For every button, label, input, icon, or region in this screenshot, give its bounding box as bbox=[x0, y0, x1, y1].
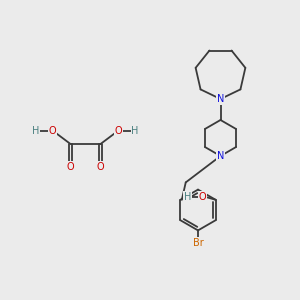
Text: Br: Br bbox=[193, 238, 203, 248]
Text: N: N bbox=[217, 94, 224, 104]
Text: H: H bbox=[131, 125, 139, 136]
Text: O: O bbox=[97, 161, 104, 172]
Text: O: O bbox=[49, 125, 56, 136]
Text: H: H bbox=[32, 125, 40, 136]
Text: O: O bbox=[115, 125, 122, 136]
Text: O: O bbox=[67, 161, 74, 172]
Text: H: H bbox=[184, 192, 191, 202]
Text: N: N bbox=[217, 151, 224, 161]
Text: O: O bbox=[198, 192, 206, 202]
